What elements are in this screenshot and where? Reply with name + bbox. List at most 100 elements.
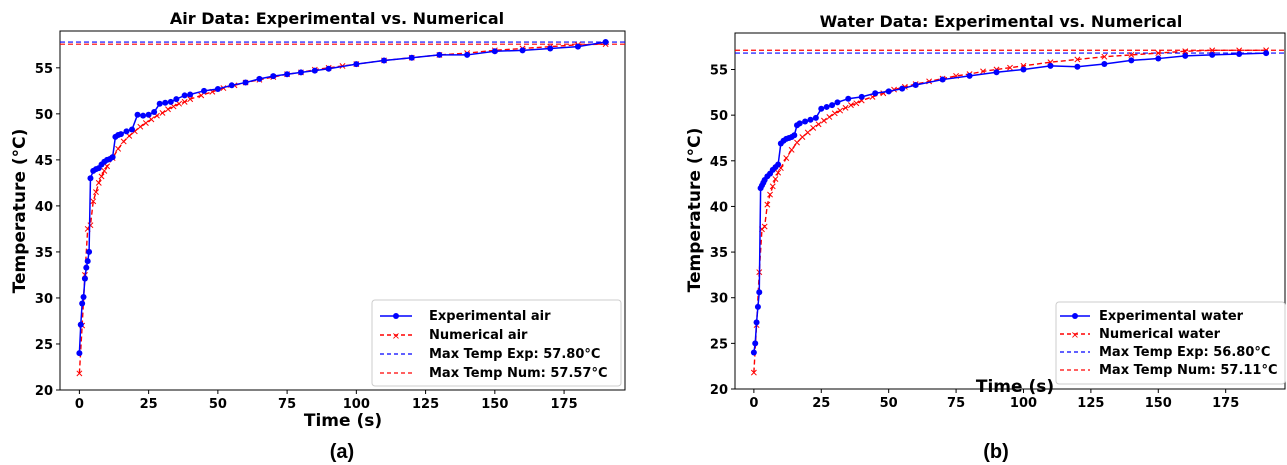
x-tick-label: 125 — [412, 397, 439, 412]
data-point-experimental — [1128, 57, 1134, 63]
data-point-numerical — [832, 111, 837, 116]
data-point-experimental — [913, 82, 919, 88]
data-point-experimental — [845, 96, 851, 102]
data-point-experimental — [520, 47, 526, 53]
data-point-experimental — [886, 88, 892, 94]
data-point-experimental — [135, 112, 141, 118]
y-tick-label: 25 — [710, 337, 728, 352]
data-point-experimental — [813, 115, 819, 121]
data-point-experimental — [802, 119, 808, 125]
data-point-experimental — [829, 102, 835, 108]
x-tick-label: 0 — [75, 397, 84, 412]
data-point-experimental — [436, 52, 442, 58]
data-point-experimental — [79, 300, 85, 306]
data-point-experimental — [752, 340, 758, 346]
y-tick-label: 45 — [710, 155, 728, 170]
chart-panel-water: Water Data: Experimental vs. Numerical T… — [685, 12, 1285, 463]
x-tick-label: 50 — [880, 396, 898, 411]
data-point-experimental — [157, 101, 163, 107]
data-point-numerical — [794, 140, 799, 145]
data-point-numerical — [96, 180, 101, 185]
data-point-experimental — [1074, 64, 1080, 70]
data-point-experimental — [859, 94, 865, 100]
x-axis-label: Time (s) — [976, 377, 1054, 397]
data-point-experimental — [87, 175, 93, 181]
data-point-experimental — [751, 349, 757, 355]
data-point-experimental — [151, 109, 157, 115]
y-tick-label: 50 — [710, 109, 728, 124]
data-point-experimental — [110, 154, 116, 160]
x-tick-label: 175 — [1212, 396, 1239, 411]
data-point-numerical — [843, 105, 848, 110]
data-point-experimental — [807, 117, 813, 123]
data-point-experimental — [754, 319, 760, 325]
data-point-experimental — [83, 265, 89, 271]
chart-panel-air: Air Data: Experimental vs. Numerical Tim… — [10, 9, 625, 463]
legend: Experimental water × Numerical water Max… — [1056, 302, 1285, 384]
x-tick-label: 75 — [278, 397, 296, 412]
y-tick-label: 25 — [35, 338, 53, 353]
x-tick-label: 100 — [1010, 396, 1037, 411]
data-point-numerical — [805, 130, 810, 135]
data-point-numerical — [784, 155, 789, 160]
x-tick-label: 0 — [749, 396, 758, 411]
data-point-experimental — [1101, 61, 1107, 67]
data-point-experimental — [123, 128, 129, 134]
data-point-experimental — [82, 276, 88, 282]
y-tick-label: 50 — [35, 108, 53, 123]
data-point-experimental — [940, 77, 946, 83]
y-tick-label: 30 — [710, 292, 728, 307]
panel-label: (a) — [330, 441, 354, 463]
legend-marker-num: × — [1071, 330, 1079, 341]
data-point-experimental — [256, 76, 262, 82]
y-tick-label: 20 — [710, 383, 728, 398]
data-point-experimental — [575, 44, 581, 50]
y-tick-label: 55 — [35, 62, 53, 77]
data-point-experimental — [326, 66, 332, 72]
y-ticks: 2025303540455055 — [710, 64, 735, 398]
data-point-experimental — [140, 113, 146, 119]
data-point-experimental — [1263, 50, 1269, 56]
data-point-numerical — [116, 146, 121, 151]
data-point-numerical — [138, 124, 143, 129]
data-point-experimental — [1047, 63, 1053, 69]
data-point-experimental — [270, 73, 276, 79]
legend-label-maxnum: Max Temp Num: 57.57°C — [429, 366, 608, 381]
data-point-numerical — [165, 107, 170, 112]
data-point-experimental — [168, 99, 174, 105]
y-tick-label: 55 — [710, 64, 728, 79]
data-point-numerical — [838, 108, 843, 113]
x-tick-label: 25 — [812, 396, 830, 411]
data-point-experimental — [381, 57, 387, 63]
x-tick-label: 50 — [209, 397, 227, 412]
data-point-experimental — [201, 88, 207, 94]
data-point-experimental — [409, 55, 415, 61]
data-point-experimental — [1209, 52, 1215, 58]
y-axis-label: Temperature (°C) — [685, 128, 705, 293]
data-point-numerical — [800, 134, 805, 139]
data-point-numerical — [827, 114, 832, 119]
data-point-numerical — [88, 223, 93, 228]
legend-label-exp: Experimental water — [1099, 309, 1244, 324]
data-point-experimental — [215, 86, 221, 92]
data-point-experimental — [818, 106, 824, 112]
data-point-numerical — [762, 224, 767, 229]
x-ticks: 0 25 50 75 100 125 150 175 — [75, 390, 578, 412]
legend-label-num: Numerical water — [1099, 327, 1221, 342]
data-point-experimental — [76, 350, 82, 356]
data-point-experimental — [85, 258, 91, 264]
data-point-experimental — [298, 69, 304, 75]
data-point-experimental — [81, 294, 87, 300]
legend-marker-num: × — [392, 331, 400, 342]
data-point-experimental — [872, 90, 878, 96]
data-point-experimental — [464, 52, 470, 58]
legend-label-maxnum: Max Temp Num: 57.11°C — [1099, 363, 1278, 378]
y-ticks: 2025303540455055 — [35, 62, 60, 399]
data-point-experimental — [353, 61, 359, 67]
legend-marker-exp — [393, 313, 399, 319]
data-point-experimental — [1182, 53, 1188, 59]
y-tick-label: 20 — [35, 384, 53, 399]
x-axis-label: Time (s) — [304, 411, 382, 431]
data-point-experimental — [755, 304, 761, 310]
chart-title: Air Data: Experimental vs. Numerical — [170, 9, 504, 28]
